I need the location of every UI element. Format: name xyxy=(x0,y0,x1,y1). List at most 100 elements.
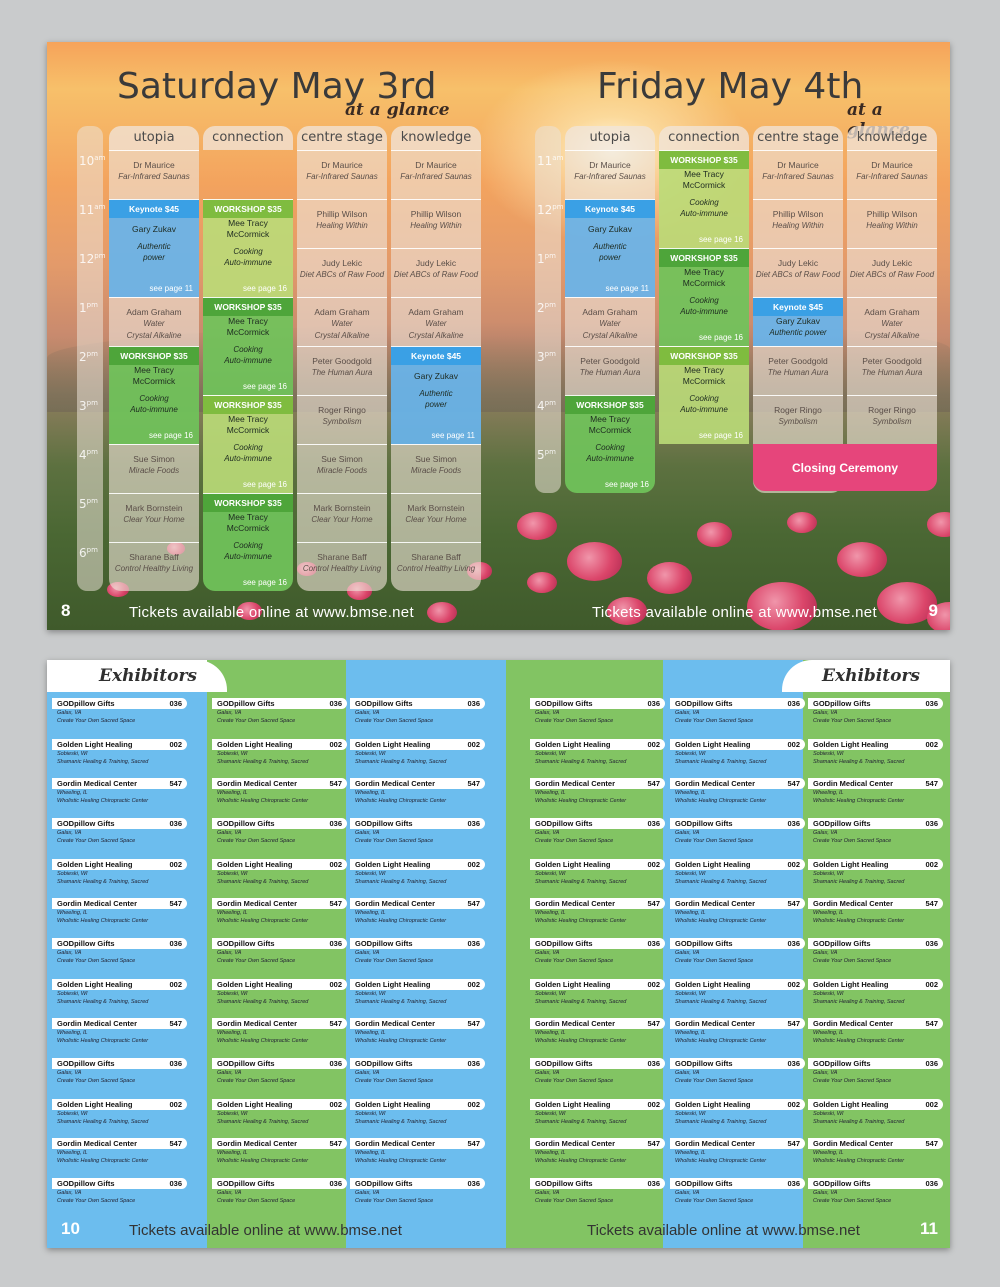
exhibitor-entry[interactable]: Gordin Medical Center 547 Wheeling, IL Whol… xyxy=(670,1018,805,1058)
session-phillip[interactable]: Phillip Wilson Healing Within xyxy=(847,199,937,248)
session-maurice[interactable]: Dr Maurice Far-Infrared Saunas xyxy=(847,150,937,199)
workshop-session[interactable]: WORKSHOP $35 Mee Tracy McCormick Cooking Aut… xyxy=(203,297,293,395)
exhibitor-entry[interactable]: Golden Light Healing 002 Sobieski, WI Shama… xyxy=(212,1099,347,1139)
exhibitor-entry[interactable]: GODpillow Gifts 036 Galax, VA Create Your O… xyxy=(350,1178,485,1218)
exhibitor-entry[interactable]: Golden Light Healing 002 Sobieski, WI Shama… xyxy=(530,739,665,779)
exhibitor-entry[interactable]: Golden Light Healing 002 Sobieski, WI Shama… xyxy=(670,979,805,1019)
session-maurice[interactable]: Dr Maurice Far-Infrared Saunas xyxy=(565,150,655,199)
keynote-session[interactable]: Keynote $45 Gary Zukav Authentic power see p… xyxy=(391,346,481,444)
exhibitor-entry[interactable]: Golden Light Healing 002 Sobieski, WI Shama… xyxy=(350,859,485,899)
session-sharane[interactable]: Sharane Baff Control Healthy Living xyxy=(297,542,387,591)
exhibitor-entry[interactable]: Gordin Medical Center 547 Wheeling, IL Whol… xyxy=(52,1138,187,1178)
keynote-session[interactable]: Keynote $45 Gary Zukav Authentic power see p… xyxy=(565,199,655,297)
exhibitor-entry[interactable]: GODpillow Gifts 036 Galax, VA Create Your O… xyxy=(808,698,943,738)
session-roger[interactable]: Roger Ringo Symbolism xyxy=(753,395,843,444)
exhibitor-entry[interactable]: GODpillow Gifts 036 Galax, VA Create Your O… xyxy=(350,1058,485,1098)
session-maurice[interactable]: Dr Maurice Far-Infrared Saunas xyxy=(109,150,199,199)
exhibitor-entry[interactable]: GODpillow Gifts 036 Galax, VA Create Your O… xyxy=(670,938,805,978)
session-mark[interactable]: Mark Bornstein Clear Your Home xyxy=(109,493,199,542)
exhibitor-entry[interactable]: Gordin Medical Center 547 Wheeling, IL Whol… xyxy=(350,778,485,818)
exhibitor-entry[interactable]: GODpillow Gifts 036 Galax, VA Create Your O… xyxy=(212,938,347,978)
exhibitor-entry[interactable]: Gordin Medical Center 547 Wheeling, IL Whol… xyxy=(670,1138,805,1178)
exhibitor-entry[interactable]: GODpillow Gifts 036 Galax, VA Create Your O… xyxy=(670,818,805,858)
exhibitor-entry[interactable]: Gordin Medical Center 547 Wheeling, IL Whol… xyxy=(52,1018,187,1058)
session-sue[interactable]: Sue Simon Miracle Foods xyxy=(391,444,481,493)
session-sue[interactable]: Sue Simon Miracle Foods xyxy=(297,444,387,493)
session-maurice[interactable]: Dr Maurice Far-Infrared Saunas xyxy=(753,150,843,199)
exhibitor-entry[interactable]: GODpillow Gifts 036 Galax, VA Create Your O… xyxy=(52,1058,187,1098)
exhibitor-entry[interactable]: GODpillow Gifts 036 Galax, VA Create Your O… xyxy=(530,1178,665,1218)
exhibitor-entry[interactable]: Golden Light Healing 002 Sobieski, WI Shama… xyxy=(530,1099,665,1139)
exhibitor-entry[interactable]: Gordin Medical Center 547 Wheeling, IL Whol… xyxy=(808,1018,943,1058)
keynote-session[interactable]: Keynote $45 Gary Zukav Authentic power xyxy=(753,297,843,346)
exhibitor-entry[interactable]: GODpillow Gifts 036 Galax, VA Create Your O… xyxy=(52,1178,187,1218)
exhibitor-entry[interactable]: Golden Light Healing 002 Sobieski, WI Shama… xyxy=(212,979,347,1019)
exhibitor-entry[interactable]: Gordin Medical Center 547 Wheeling, IL Whol… xyxy=(52,778,187,818)
exhibitor-entry[interactable]: GODpillow Gifts 036 Galax, VA Create Your O… xyxy=(808,1178,943,1218)
exhibitor-entry[interactable]: Gordin Medical Center 547 Wheeling, IL Whol… xyxy=(212,778,347,818)
exhibitor-entry[interactable]: Golden Light Healing 002 Sobieski, WI Shama… xyxy=(350,739,485,779)
exhibitor-entry[interactable]: Golden Light Healing 002 Sobieski, WI Shama… xyxy=(670,1099,805,1139)
exhibitor-entry[interactable]: Gordin Medical Center 547 Wheeling, IL Whol… xyxy=(212,898,347,938)
exhibitor-entry[interactable]: Gordin Medical Center 547 Wheeling, IL Whol… xyxy=(350,1018,485,1058)
session-peter[interactable]: Peter Goodgold The Human Aura xyxy=(847,346,937,395)
exhibitor-entry[interactable]: GODpillow Gifts 036 Galax, VA Create Your O… xyxy=(530,1058,665,1098)
exhibitor-entry[interactable]: GODpillow Gifts 036 Galax, VA Create Your O… xyxy=(350,698,485,738)
session-mark[interactable]: Mark Bornstein Clear Your Home xyxy=(391,493,481,542)
exhibitor-entry[interactable]: GODpillow Gifts 036 Galax, VA Create Your O… xyxy=(670,1058,805,1098)
exhibitor-entry[interactable]: Gordin Medical Center 547 Wheeling, IL Whol… xyxy=(530,1138,665,1178)
exhibitor-entry[interactable]: Gordin Medical Center 547 Wheeling, IL Whol… xyxy=(530,898,665,938)
session-phillip[interactable]: Phillip Wilson Healing Within xyxy=(297,199,387,248)
workshop-session[interactable]: WORKSHOP $35 Mee Tracy McCormick Cooking Aut… xyxy=(565,395,655,493)
exhibitor-entry[interactable]: Golden Light Healing 002 Sobieski, WI Shama… xyxy=(808,979,943,1019)
exhibitor-entry[interactable]: Gordin Medical Center 547 Wheeling, IL Whol… xyxy=(530,778,665,818)
workshop-session[interactable]: WORKSHOP $35 Mee Tracy McCormick Cooking Aut… xyxy=(203,493,293,591)
workshop-session[interactable]: WORKSHOP $35 Mee Tracy McCormick Cooking Aut… xyxy=(203,199,293,297)
exhibitor-entry[interactable]: Gordin Medical Center 547 Wheeling, IL Whol… xyxy=(52,898,187,938)
exhibitor-entry[interactable]: Gordin Medical Center 547 Wheeling, IL Whol… xyxy=(808,1138,943,1178)
keynote-session[interactable]: Keynote $45 Gary Zukav Authentic power see p… xyxy=(109,199,199,297)
exhibitor-entry[interactable]: Gordin Medical Center 547 Wheeling, IL Whol… xyxy=(808,778,943,818)
exhibitor-entry[interactable]: Golden Light Healing 002 Sobieski, WI Shama… xyxy=(670,739,805,779)
exhibitor-entry[interactable]: GODpillow Gifts 036 Galax, VA Create Your O… xyxy=(350,818,485,858)
exhibitor-entry[interactable]: Golden Light Healing 002 Sobieski, WI Shama… xyxy=(530,859,665,899)
exhibitor-entry[interactable]: GODpillow Gifts 036 Galax, VA Create Your O… xyxy=(212,818,347,858)
session-peter[interactable]: Peter Goodgold The Human Aura xyxy=(297,346,387,395)
exhibitor-entry[interactable]: GODpillow Gifts 036 Galax, VA Create Your O… xyxy=(530,818,665,858)
exhibitor-entry[interactable]: GODpillow Gifts 036 Galax, VA Create Your O… xyxy=(350,938,485,978)
exhibitor-entry[interactable]: GODpillow Gifts 036 Galax, VA Create Your O… xyxy=(52,938,187,978)
session-sue[interactable]: Sue Simon Miracle Foods xyxy=(109,444,199,493)
workshop-session[interactable]: WORKSHOP $35 Mee Tracy McCormick Cooking Aut… xyxy=(659,248,749,346)
session-judy[interactable]: Judy Lekic Diet ABCs of Raw Food xyxy=(297,248,387,297)
exhibitor-entry[interactable]: Gordin Medical Center 547 Wheeling, IL Whol… xyxy=(670,898,805,938)
session-judy[interactable]: Judy Lekic Diet ABCs of Raw Food xyxy=(847,248,937,297)
exhibitor-entry[interactable]: Golden Light Healing 002 Sobieski, WI Shama… xyxy=(670,859,805,899)
exhibitor-entry[interactable]: GODpillow Gifts 036 Galax, VA Create Your O… xyxy=(808,818,943,858)
session-adam[interactable]: Adam Graham Water Crystal Alkaline xyxy=(297,297,387,346)
exhibitor-entry[interactable]: GODpillow Gifts 036 Galax, VA Create Your O… xyxy=(808,1058,943,1098)
exhibitor-entry[interactable]: GODpillow Gifts 036 Galax, VA Create Your O… xyxy=(530,698,665,738)
exhibitor-entry[interactable]: Golden Light Healing 002 Sobieski, WI Shama… xyxy=(350,1099,485,1139)
exhibitor-entry[interactable]: Gordin Medical Center 547 Wheeling, IL Whol… xyxy=(350,898,485,938)
session-sharane[interactable]: Sharane Baff Control Healthy Living xyxy=(109,542,199,591)
exhibitor-entry[interactable]: Golden Light Healing 002 Sobieski, WI Shama… xyxy=(212,739,347,779)
exhibitor-entry[interactable]: Gordin Medical Center 547 Wheeling, IL Whol… xyxy=(212,1138,347,1178)
session-peter[interactable]: Peter Goodgold The Human Aura xyxy=(753,346,843,395)
session-roger[interactable]: Roger Ringo Symbolism xyxy=(297,395,387,444)
exhibitor-entry[interactable]: Gordin Medical Center 547 Wheeling, IL Whol… xyxy=(350,1138,485,1178)
exhibitor-entry[interactable]: GODpillow Gifts 036 Galax, VA Create Your O… xyxy=(212,1178,347,1218)
exhibitor-entry[interactable]: GODpillow Gifts 036 Galax, VA Create Your O… xyxy=(212,698,347,738)
session-peter[interactable]: Peter Goodgold The Human Aura xyxy=(565,346,655,395)
session-mark[interactable]: Mark Bornstein Clear Your Home xyxy=(297,493,387,542)
exhibitor-entry[interactable]: Golden Light Healing 002 Sobieski, WI Shama… xyxy=(808,1099,943,1139)
workshop-session[interactable]: WORKSHOP $35 Mee Tracy McCormick Cooking Aut… xyxy=(109,346,199,444)
exhibitor-entry[interactable]: Gordin Medical Center 547 Wheeling, IL Whol… xyxy=(212,1018,347,1058)
exhibitor-entry[interactable]: Golden Light Healing 002 Sobieski, WI Shama… xyxy=(52,979,187,1019)
exhibitor-entry[interactable]: GODpillow Gifts 036 Galax, VA Create Your O… xyxy=(212,1058,347,1098)
exhibitor-entry[interactable]: GODpillow Gifts 036 Galax, VA Create Your O… xyxy=(670,1178,805,1218)
exhibitor-entry[interactable]: Gordin Medical Center 547 Wheeling, IL Whol… xyxy=(808,898,943,938)
session-adam[interactable]: Adam Graham Water Crystal Alkaline xyxy=(565,297,655,346)
exhibitor-entry[interactable]: Golden Light Healing 002 Sobieski, WI Shama… xyxy=(212,859,347,899)
exhibitor-entry[interactable]: Golden Light Healing 002 Sobieski, WI Shama… xyxy=(808,739,943,779)
session-maurice[interactable]: Dr Maurice Far-Infrared Saunas xyxy=(297,150,387,199)
